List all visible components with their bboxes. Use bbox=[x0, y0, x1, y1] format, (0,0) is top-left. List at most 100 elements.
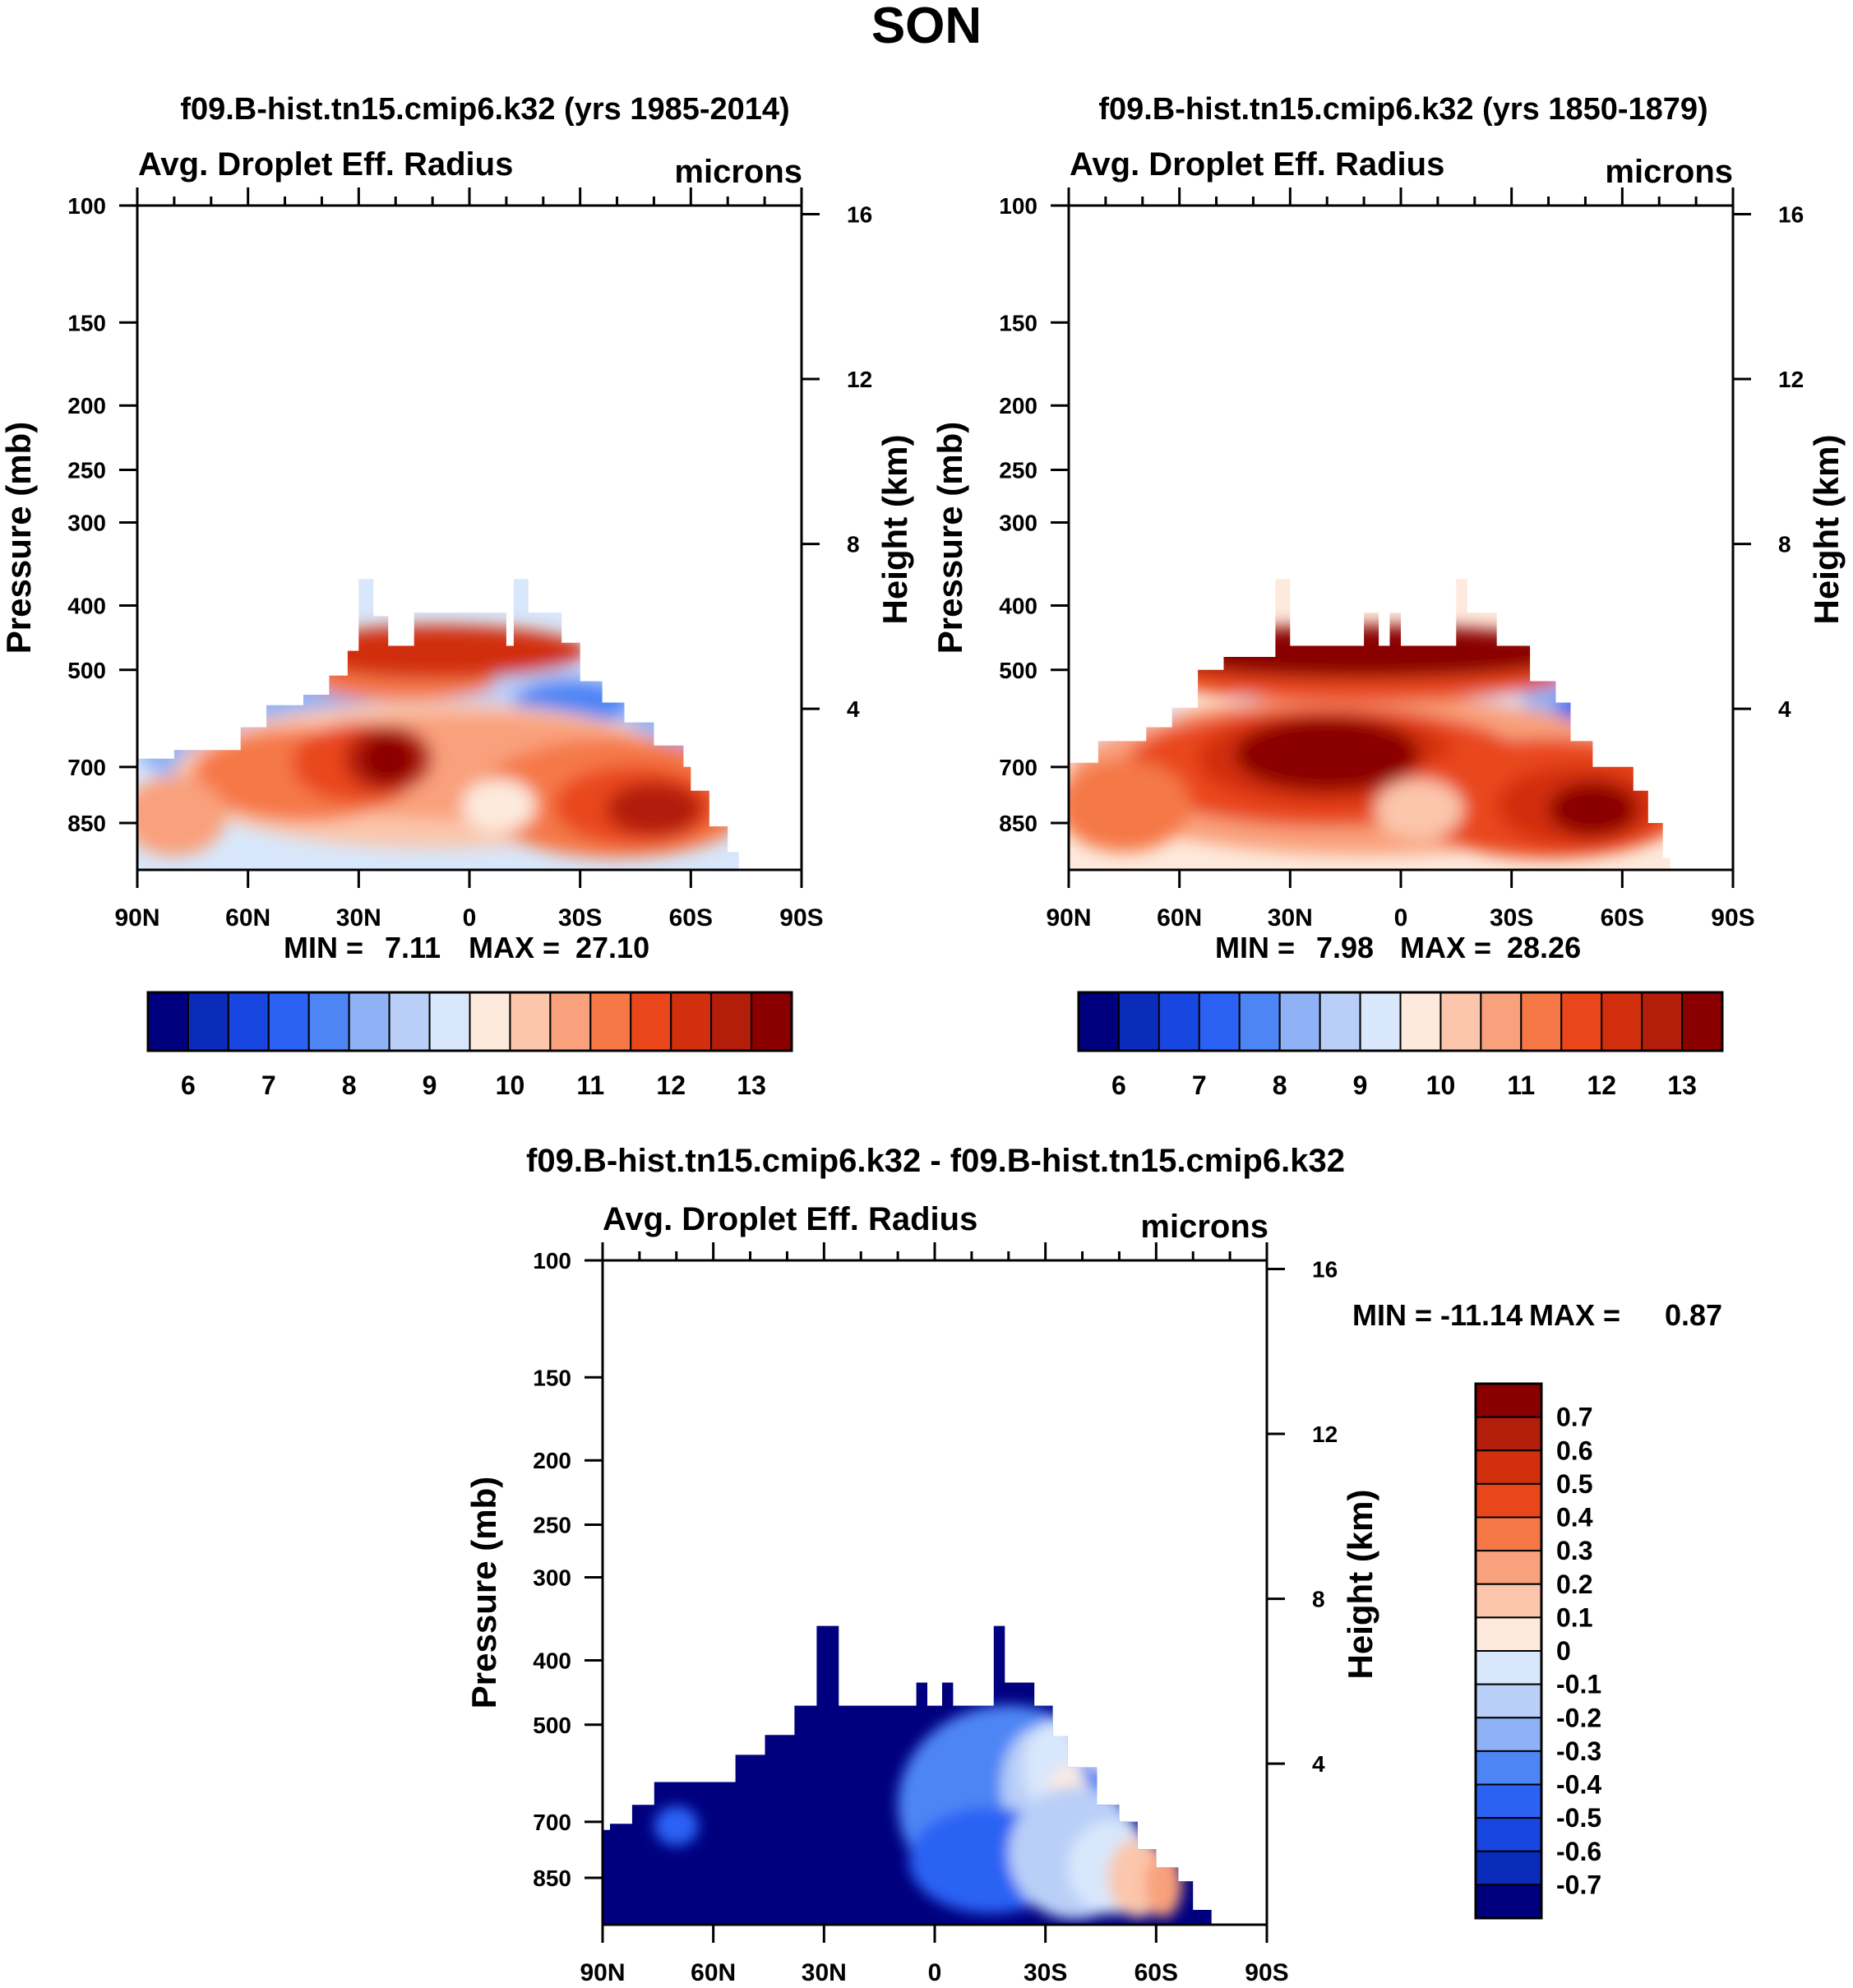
panel-c-max-label: MAX = bbox=[1529, 1298, 1620, 1332]
panel-b-title: f09.B-hist.tn15.cmip6.k32 (yrs 1850-1879… bbox=[1098, 92, 1707, 127]
height-tick-label: 12 bbox=[1778, 367, 1804, 392]
x-tick-label: 60S bbox=[1134, 1959, 1178, 1984]
colorbar-label: 8 bbox=[342, 1070, 357, 1100]
colorbar-box-10 bbox=[1480, 992, 1523, 1052]
y-tick-label: 250 bbox=[533, 1513, 571, 1538]
colorbar-box-7 bbox=[1359, 992, 1402, 1052]
colorbar-label: 13 bbox=[1667, 1070, 1697, 1100]
y-tick-label: 500 bbox=[67, 658, 106, 683]
colorbar-box-4 bbox=[1238, 992, 1281, 1052]
x-tick-label: 60S bbox=[1601, 904, 1644, 932]
field-contour-11 bbox=[362, 735, 414, 782]
colorbar-box-9 bbox=[1475, 1683, 1542, 1719]
colorbar-box-8 bbox=[1475, 1650, 1542, 1685]
panel-b-field bbox=[1069, 579, 1670, 870]
height-tick-label: 8 bbox=[1778, 532, 1791, 557]
panel-b-max-value: 28.26 bbox=[1507, 931, 1581, 964]
panel-a-colorbar: 6 7 8 9 10 11 12 13 bbox=[146, 991, 793, 1100]
x-tick-label: 60N bbox=[225, 904, 270, 932]
x-tick-label: 0 bbox=[463, 904, 477, 932]
x-tick-label: 30S bbox=[558, 904, 602, 932]
colorbar-box-1 bbox=[1117, 992, 1160, 1052]
x-tick-label: 90S bbox=[1245, 1959, 1288, 1984]
height-tick-label: 4 bbox=[847, 696, 860, 722]
panel-b: f09.B-hist.tn15.cmip6.k32 (yrs 1850-1879… bbox=[931, 92, 1846, 1100]
colorbar-box-7 bbox=[1475, 1616, 1542, 1652]
colorbar-box-3 bbox=[1475, 1482, 1542, 1519]
colorbar-label: 10 bbox=[1426, 1070, 1456, 1100]
colorbar-box-14 bbox=[1641, 992, 1684, 1052]
colorbar-box-2 bbox=[1158, 992, 1200, 1052]
panel-c-right-string: microns bbox=[1140, 1209, 1268, 1245]
panel-a-right-string: microns bbox=[674, 154, 802, 190]
y-tick-label: 850 bbox=[533, 1865, 571, 1891]
height-tick-label: 8 bbox=[847, 532, 860, 557]
colorbar-box-1 bbox=[187, 992, 229, 1052]
y-tick-label: 150 bbox=[533, 1365, 571, 1390]
colorbar-box-9 bbox=[1439, 992, 1482, 1052]
colorbar-box-2 bbox=[1475, 1449, 1542, 1485]
x-tick-label: 60N bbox=[1157, 904, 1202, 932]
panel-b-ylabel-right: Height (km) bbox=[1807, 435, 1846, 625]
panel-c-colorbar: 0.70.60.50.40.30.20.10-0.1-0.2-0.3-0.4-0… bbox=[1474, 1382, 1601, 1920]
colorbar-box-14 bbox=[710, 992, 753, 1052]
y-tick-label: 400 bbox=[999, 593, 1037, 618]
field-contours bbox=[654, 1705, 1182, 1920]
field-contour-8 bbox=[1144, 1851, 1182, 1918]
colorbar-box-11 bbox=[589, 992, 632, 1052]
colorbar-box-5 bbox=[348, 992, 390, 1052]
y-tick-label: 500 bbox=[533, 1713, 571, 1738]
panel-c-title: f09.B-hist.tn15.cmip6.k32 - f09.B-hist.t… bbox=[526, 1143, 1345, 1179]
colorbar-box-13 bbox=[670, 992, 713, 1052]
panel-c-ylabel-right: Height (km) bbox=[1341, 1490, 1379, 1680]
colorbar-box-0 bbox=[1078, 992, 1120, 1052]
y-tick-label: 850 bbox=[999, 811, 1037, 836]
colorbar-box-13 bbox=[1601, 992, 1643, 1052]
panel-b-ylabel: Pressure (mb) bbox=[931, 422, 969, 654]
colorbar-box-6 bbox=[1475, 1583, 1542, 1619]
field-contour-15 bbox=[462, 779, 536, 832]
field-contour-10 bbox=[1089, 1744, 1112, 1771]
panel-a-ylabel: Pressure (mb) bbox=[0, 422, 38, 654]
colorbar-box-4 bbox=[307, 992, 350, 1052]
height-tick-label: 16 bbox=[847, 202, 872, 228]
x-tick-label: 90N bbox=[1046, 904, 1091, 932]
colorbar-label: 7 bbox=[261, 1070, 276, 1100]
x-tick-label: 30N bbox=[802, 1959, 847, 1984]
panel-c-left-string: Avg. Droplet Eff. Radius bbox=[603, 1201, 977, 1237]
y-tick-label: 250 bbox=[999, 458, 1037, 483]
y-tick-label: 150 bbox=[999, 310, 1037, 335]
y-tick-label: 150 bbox=[67, 310, 106, 335]
colorbar-box-5 bbox=[1475, 1550, 1542, 1585]
panel-c-max-value: 0.87 bbox=[1665, 1298, 1722, 1332]
colorbar-label: 0.3 bbox=[1556, 1536, 1592, 1565]
panel-a: f09.B-hist.tn15.cmip6.k32 (yrs 1985-2014… bbox=[0, 92, 914, 1100]
colorbar-label: 8 bbox=[1273, 1070, 1287, 1100]
colorbar-box-12 bbox=[1475, 1783, 1542, 1819]
colorbar-box-3 bbox=[1198, 992, 1241, 1052]
colorbar-box-11 bbox=[1520, 992, 1563, 1052]
colorbar-box-0 bbox=[1475, 1383, 1542, 1418]
field-contour-7 bbox=[1235, 718, 1420, 791]
colorbar-label: 6 bbox=[181, 1070, 196, 1100]
height-tick-label: 8 bbox=[1312, 1587, 1325, 1612]
panel-a-min-value: 7.11 bbox=[385, 931, 441, 964]
panel-c-min-label: MIN = bbox=[1352, 1298, 1432, 1332]
colorbar-label: -0.6 bbox=[1556, 1837, 1601, 1866]
colorbar-box-3 bbox=[267, 992, 310, 1052]
colorbar-box-10 bbox=[1475, 1717, 1542, 1752]
panel-c-axes: 100 150 200 250 300 400 500 700 850 90N 60N 30N 0 30S… bbox=[533, 1242, 1338, 1986]
colorbar-label: 10 bbox=[496, 1070, 525, 1100]
colorbar-label: -0.1 bbox=[1556, 1670, 1601, 1699]
colorbar-label: -0.5 bbox=[1556, 1803, 1601, 1833]
y-tick-label: 500 bbox=[999, 658, 1037, 683]
panel-c-min-value: -11.14 bbox=[1440, 1298, 1523, 1332]
x-tick-label: 60N bbox=[691, 1959, 736, 1984]
colorbar-label: -0.3 bbox=[1556, 1736, 1601, 1766]
y-tick-label: 100 bbox=[999, 193, 1037, 219]
field-contour-14 bbox=[137, 776, 226, 857]
colorbar-label: 6 bbox=[1111, 1070, 1126, 1100]
x-tick-label: 0 bbox=[928, 1959, 942, 1984]
panel-c-ylabel: Pressure (mb) bbox=[464, 1477, 503, 1708]
colorbar-label: 9 bbox=[1353, 1070, 1368, 1100]
